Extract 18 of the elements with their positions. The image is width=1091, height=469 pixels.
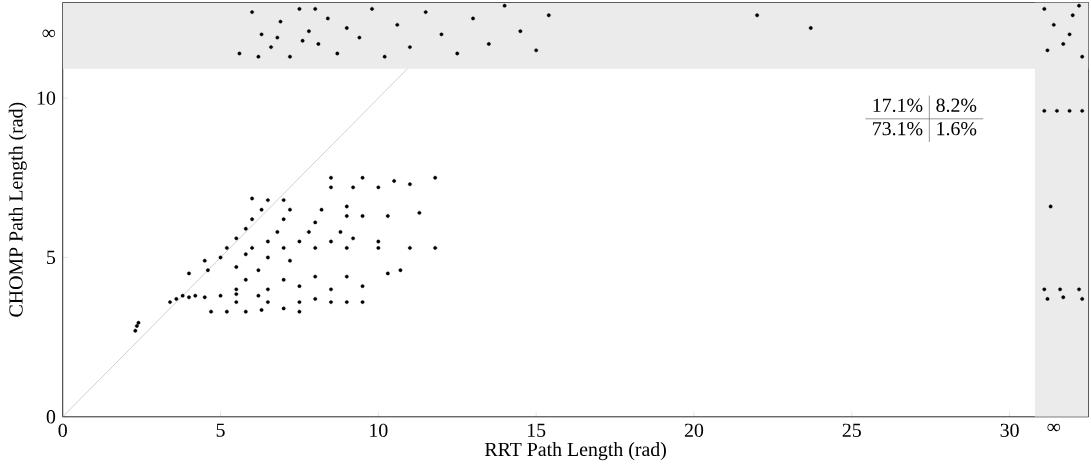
annotation: 1.6% — [937, 122, 977, 136]
x-tick-label: 5 — [216, 423, 225, 437]
annotation: 73.1% — [873, 122, 923, 136]
x-tick-label: 30 — [1000, 423, 1019, 438]
y-tick-label: 10 — [37, 91, 56, 105]
y-axis-title: CHOMP Path Length (rad) — [8, 102, 27, 317]
annotation: 17.1% — [873, 98, 923, 113]
x-axis-title: RRT Path Length (rad) — [484, 442, 666, 461]
x-tick-label: 0 — [58, 423, 67, 438]
y-tick-label: 0 — [46, 410, 56, 424]
annotation: 8.2% — [936, 98, 977, 113]
x-tick-label: 20 — [684, 423, 704, 438]
x-tick-label: ∞ — [1047, 423, 1061, 432]
y-tick-label: 5 — [47, 250, 56, 265]
x-tick-label: 10 — [370, 423, 388, 438]
x-tick-label: 25 — [842, 423, 861, 438]
y-tick-label: ∞ — [42, 29, 56, 38]
x-tick-label: 15 — [527, 423, 546, 437]
